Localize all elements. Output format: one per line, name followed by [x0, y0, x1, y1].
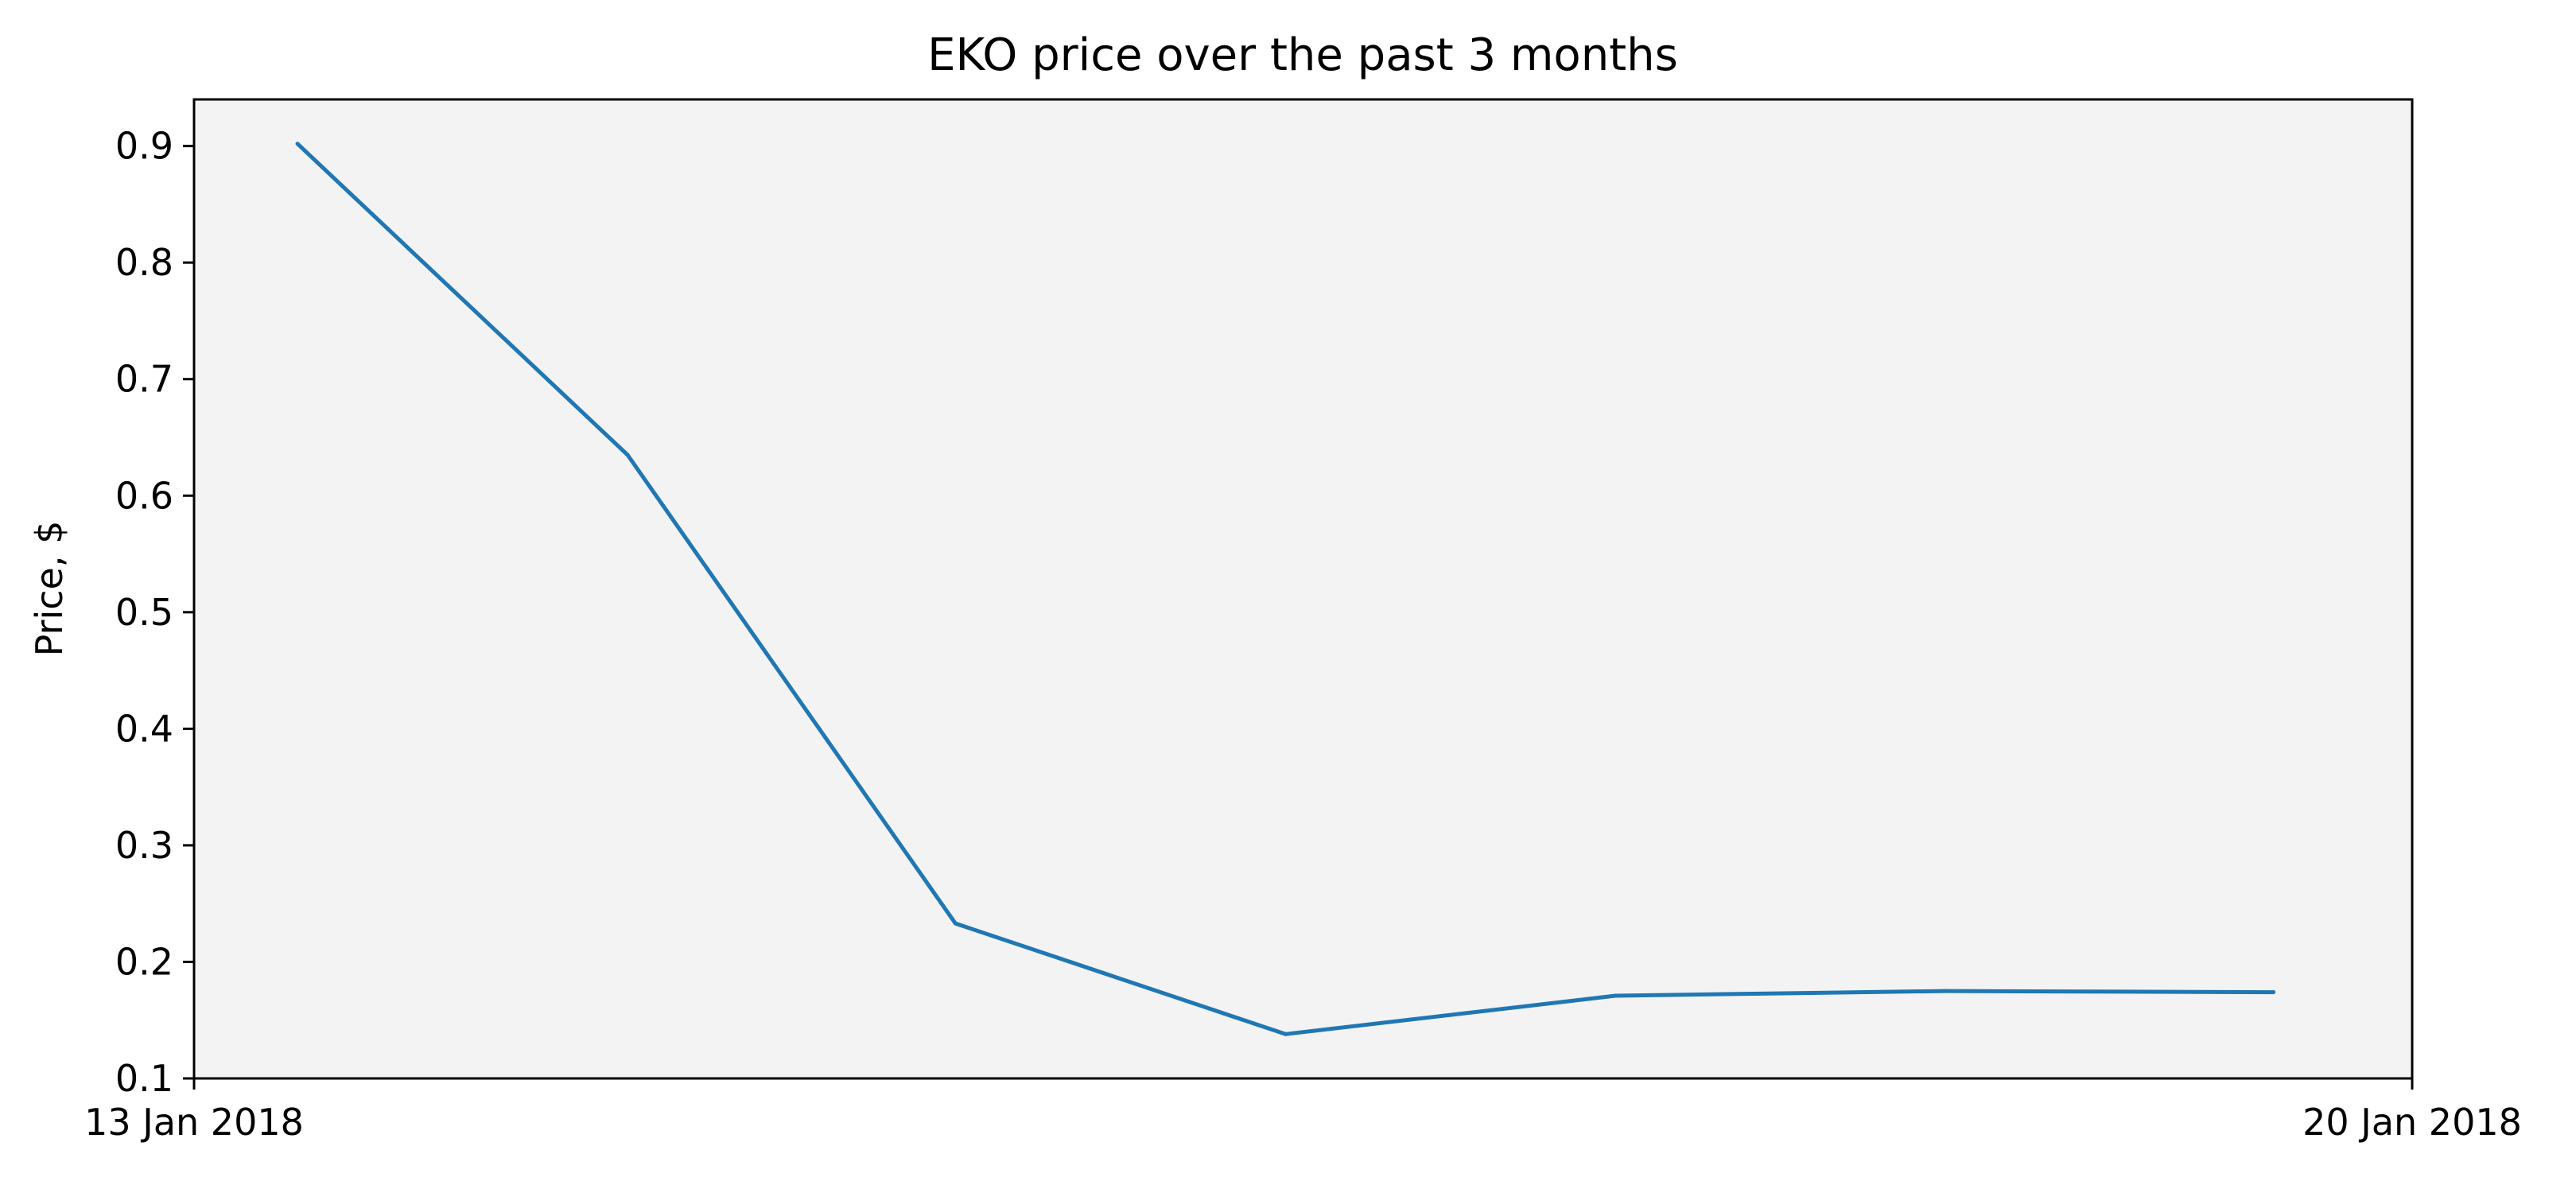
x-tick-label: 20 Jan 2018: [2302, 1101, 2522, 1144]
y-tick-label: 0.5: [115, 591, 173, 634]
x-tick-label: 13 Jan 2018: [84, 1101, 304, 1144]
y-tick-label: 0.1: [115, 1057, 173, 1100]
plot-area: [194, 99, 2412, 1078]
y-tick-label: 0.9: [115, 125, 173, 168]
y-axis-ticks: 0.1 0.2 0.3 0.4 0.5 0.6 0.7 0.8 0.9: [115, 125, 194, 1100]
data-point: [2271, 990, 2276, 995]
y-tick-label: 0.8: [115, 241, 173, 284]
y-tick-label: 0.4: [115, 707, 173, 750]
y-tick-label: 0.6: [115, 474, 173, 517]
y-axis-label: Price, $: [28, 521, 71, 657]
data-point: [1943, 989, 1948, 993]
data-point: [625, 453, 630, 457]
data-point: [295, 142, 300, 146]
x-axis-ticks: 13 Jan 2018 20 Jan 2018: [84, 1078, 2522, 1144]
y-tick-label: 0.7: [115, 358, 173, 401]
y-tick-label: 0.2: [115, 940, 173, 983]
y-tick-label: 0.3: [115, 824, 173, 867]
data-point: [1613, 993, 1618, 998]
series-layer: [295, 142, 2276, 1036]
chart-title: EKO price over the past 3 months: [927, 29, 1678, 81]
data-point: [953, 921, 958, 926]
data-point: [1283, 1032, 1288, 1036]
axes-frame: [192, 98, 2414, 1080]
